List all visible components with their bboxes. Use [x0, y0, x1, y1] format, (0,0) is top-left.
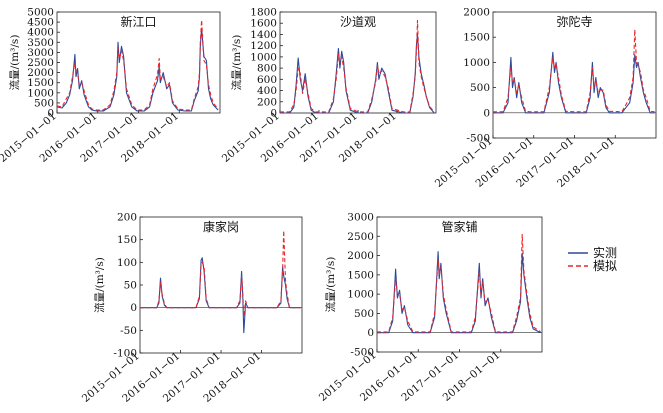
y-tick-label: 200 — [257, 96, 277, 108]
panels: 新江口0500100015002000250030003500400045005… — [0, 7, 657, 405]
y-tick-label: -50 — [120, 325, 137, 337]
y-tick-label: 2500 — [347, 231, 374, 243]
y-tick-label: 200 — [117, 212, 137, 224]
y-tick-label: 3000 — [27, 47, 54, 59]
y-tick-label: 500 — [34, 97, 54, 109]
y-tick-label: 1500 — [27, 77, 54, 89]
observed-series-line — [56, 27, 219, 112]
chart-panel-5: 管家铺-5000500100015002000250030002015−01−0… — [317, 212, 543, 404]
y-tick-label: 1800 — [250, 7, 277, 19]
y-axis-label: 流量/(m³/s) — [324, 257, 337, 313]
y-tick-label: -500 — [466, 133, 490, 145]
y-axis-label: 流量/(m³/s) — [230, 35, 243, 91]
y-tick-label: 2500 — [27, 57, 54, 69]
observed-series-line — [493, 51, 655, 114]
y-tick-label: 1000 — [27, 87, 54, 99]
y-tick-label: 0 — [270, 108, 277, 120]
y-tick-label: 1500 — [347, 269, 374, 281]
panel-title: 新江口 — [120, 14, 156, 29]
simulated-series-line — [280, 19, 435, 113]
plot-frame — [139, 216, 303, 354]
y-tick-label: 4500 — [27, 17, 54, 29]
y-tick-label: 1500 — [463, 32, 490, 44]
chart-panel-2: 沙道观0200400600800100012001400160018002015… — [220, 7, 437, 165]
y-tick-label: 1400 — [250, 29, 277, 41]
y-tick-label: 1000 — [463, 57, 490, 69]
y-tick-label: 2000 — [347, 250, 374, 262]
simulated-series-line — [377, 233, 541, 333]
chart-panel-3: 弥陀寺-50005001000150020002015−01−012016−01… — [433, 7, 657, 190]
y-tick-label: 800 — [257, 63, 277, 75]
y-tick-label: 5000 — [27, 7, 54, 19]
y-tick-label: -100 — [113, 348, 137, 360]
y-tick-label: 500 — [354, 308, 374, 320]
legend-simulated-label: 模拟 — [593, 259, 617, 273]
panel-title: 沙道观 — [340, 15, 376, 29]
y-tick-label: 1600 — [250, 18, 277, 30]
y-tick-label: 2000 — [27, 67, 54, 79]
simulated-series-line — [493, 29, 655, 113]
simulated-series-line — [140, 230, 301, 318]
panel-title: 康家岗 — [203, 219, 239, 234]
y-tick-label: 1200 — [250, 40, 277, 52]
observed-series-line — [140, 257, 301, 334]
chart-panel-4: 康家岗-100-500501001502002015−01−012016−01−… — [80, 212, 303, 405]
y-tick-label: 600 — [257, 74, 277, 86]
y-tick-label: 1000 — [347, 289, 374, 301]
y-tick-label: 500 — [470, 82, 490, 94]
y-tick-label: 1000 — [250, 51, 277, 63]
legend-observed-label: 实测 — [593, 245, 617, 260]
chart-panel-1: 新江口 0500100015002000250030003500400045005… — [0, 7, 221, 165]
panel-title: 管家铺 — [441, 219, 477, 234]
y-tick-label: 3000 — [347, 212, 374, 224]
y-tick-label: 4000 — [27, 27, 54, 39]
y-tick-label: 400 — [257, 85, 277, 97]
legend: 实测 模拟 — [568, 245, 617, 273]
y-tick-label: -500 — [350, 347, 374, 359]
observed-series-line — [280, 33, 435, 114]
y-tick-label: 2000 — [463, 7, 490, 19]
y-tick-label: 0 — [483, 107, 490, 119]
y-tick-label: 0 — [130, 302, 137, 314]
simulated-series-line — [56, 19, 219, 111]
y-tick-label: 150 — [117, 234, 137, 246]
y-tick-label: 3500 — [27, 37, 54, 49]
y-tick-label: 0 — [367, 327, 374, 339]
panel-title: 弥陀寺 — [556, 14, 592, 29]
y-axis-label: 流量/(m³/s) — [8, 35, 21, 91]
y-tick-label: 50 — [124, 280, 137, 292]
y-tick-label: 100 — [117, 257, 137, 269]
plot-frame — [492, 11, 657, 139]
y-tick-label: 0 — [47, 108, 54, 120]
y-axis-label: 流量/(m³/s) — [93, 257, 106, 313]
